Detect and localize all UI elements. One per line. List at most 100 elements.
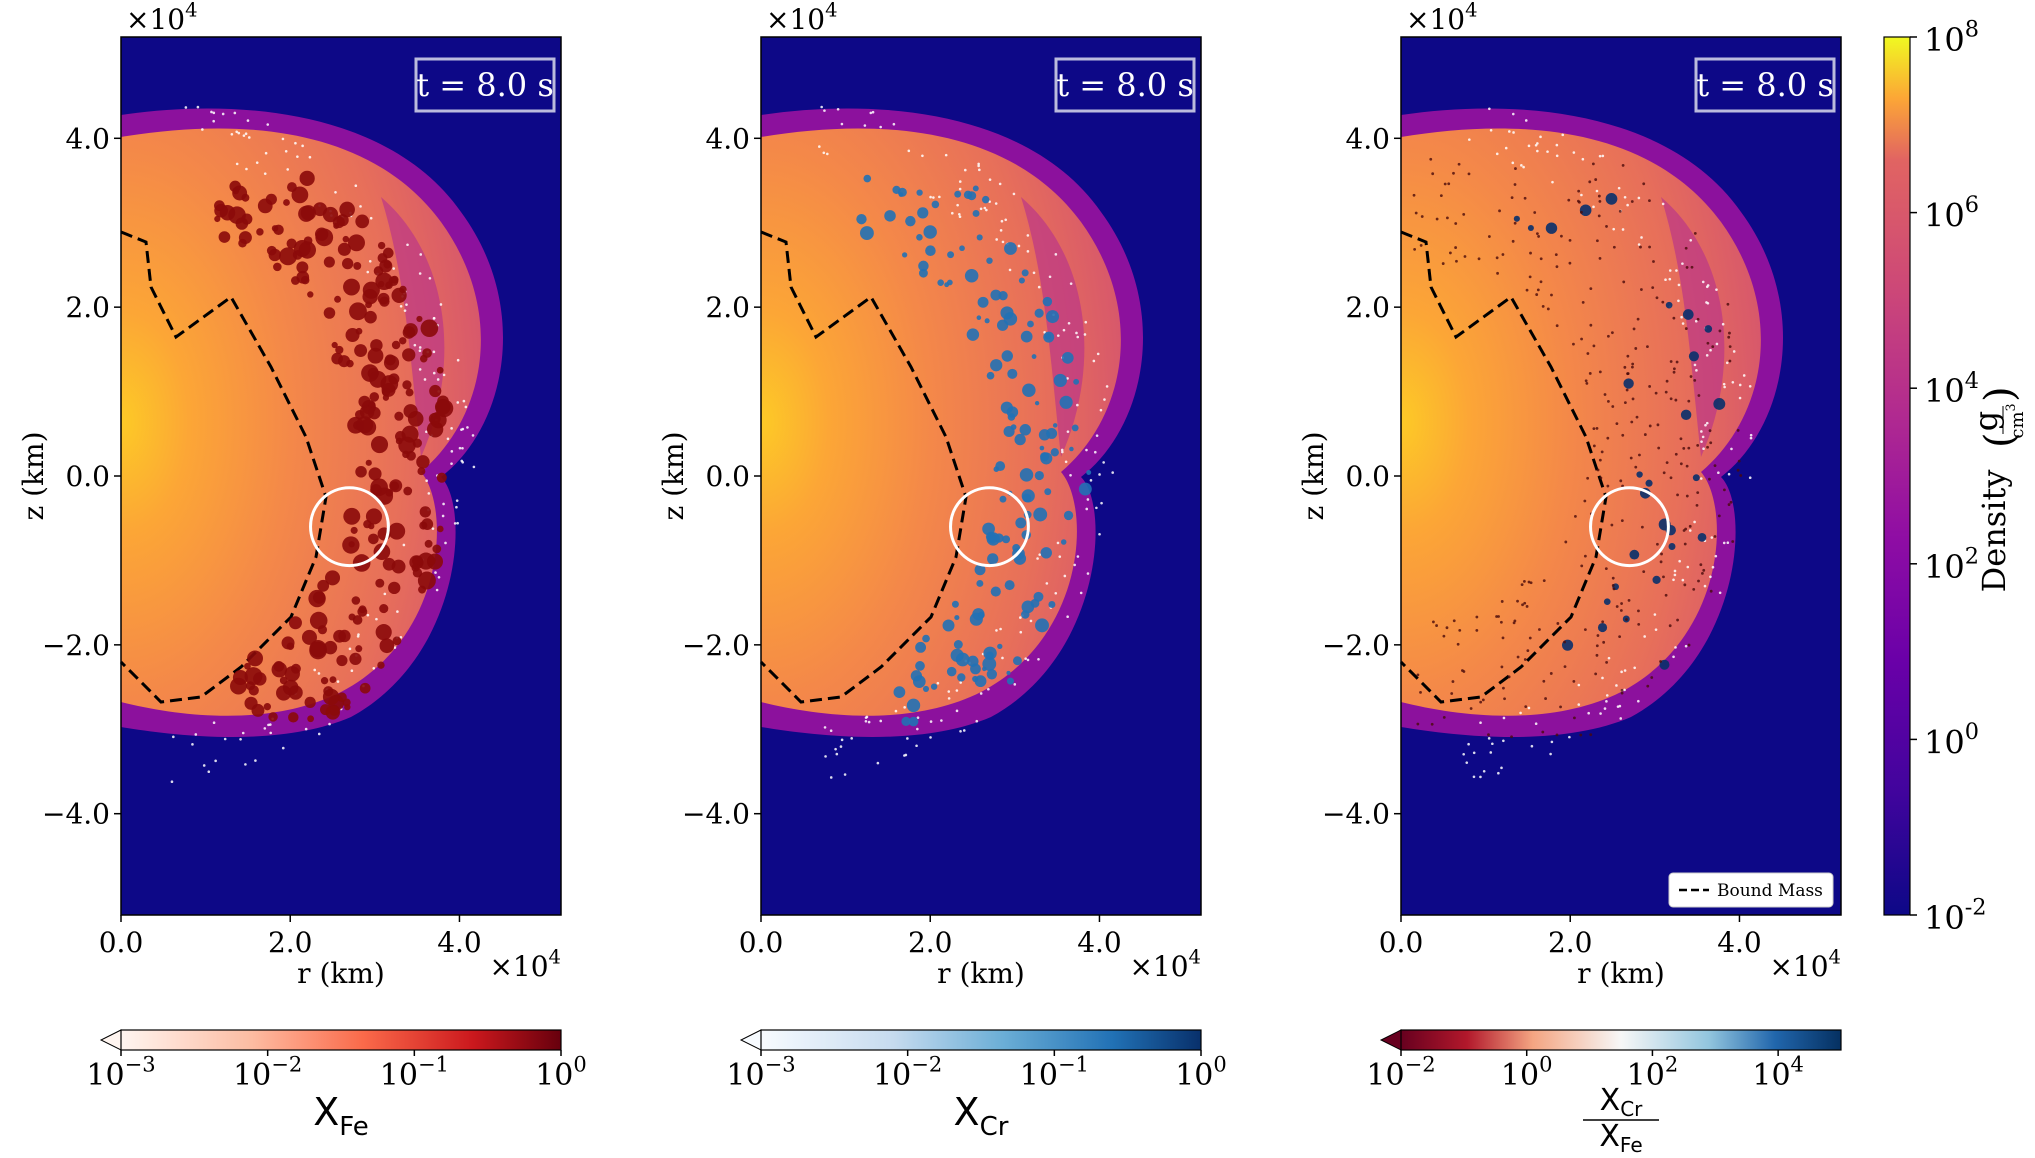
tracer-dot xyxy=(1064,460,1068,464)
ratio-dot xyxy=(1598,257,1602,260)
x-axis-multiplier-exp: 4 xyxy=(1189,945,1201,968)
tracer-dot xyxy=(988,178,992,181)
tracer-dot xyxy=(915,744,918,748)
ratio-dot xyxy=(1611,576,1615,580)
abundance-clump xyxy=(232,670,248,686)
colorbar-tick-label: 10−2 xyxy=(233,1053,302,1094)
abundance-clump xyxy=(323,256,335,268)
abundance-clump xyxy=(379,259,393,273)
tracer-dot xyxy=(1677,283,1681,287)
tracer-dot xyxy=(304,727,308,731)
abundance-clump xyxy=(347,416,364,434)
colorbar-bar xyxy=(120,1029,562,1051)
abundance-clump xyxy=(856,213,867,225)
ratio-dot xyxy=(1629,456,1633,460)
x-axis-multiplier-base: ×10 xyxy=(1769,950,1828,983)
abundance-clump xyxy=(993,466,1000,472)
abundance-clump xyxy=(317,625,328,635)
ratio-dot xyxy=(1572,342,1575,346)
abundance-clump xyxy=(950,648,964,662)
ratio-dot xyxy=(1630,420,1634,424)
tracer-dot xyxy=(418,368,422,371)
abundance-clump xyxy=(432,544,442,554)
tracer-dot xyxy=(446,437,450,441)
tracer-dot xyxy=(1603,707,1607,710)
abundance-clump xyxy=(984,318,990,324)
abundance-clump xyxy=(343,278,360,296)
density-label-group: Density (g cm3) xyxy=(1967,386,2028,592)
tracer-dot xyxy=(904,753,908,757)
abundance-clump xyxy=(977,296,989,308)
ratio-dot xyxy=(1513,221,1517,225)
tracer-dot xyxy=(1468,138,1471,141)
ratio-dot xyxy=(1623,401,1627,405)
ratio-dot xyxy=(1689,375,1693,378)
ratio-dot xyxy=(1430,722,1434,726)
colorbar-tick-label-base: 10 xyxy=(1752,1058,1790,1093)
ratio-dot xyxy=(1611,584,1615,587)
tracer-dot xyxy=(1555,143,1559,147)
abundance-clump xyxy=(1012,544,1021,552)
tracer-dot xyxy=(829,729,833,733)
tracer-dot xyxy=(1672,578,1675,582)
density-unit-num: g xyxy=(1967,411,2005,431)
y-axis-multiplier-base: ×10 xyxy=(126,3,185,36)
density-unit-paren-l: ( xyxy=(1977,432,2023,448)
ratio-dot xyxy=(1555,265,1559,269)
tracer-dot xyxy=(1699,477,1703,480)
abundance-clump xyxy=(320,677,329,685)
x-axis-multiplier: ×104 xyxy=(489,945,561,983)
ratio-dot xyxy=(1412,193,1416,197)
tracer-dot xyxy=(834,747,837,751)
tracer-dot xyxy=(1017,244,1021,248)
y-axis-multiplier-base: ×10 xyxy=(1406,3,1465,36)
tracer-dot xyxy=(1037,658,1040,661)
ratio-dot xyxy=(1462,212,1466,216)
ratio-dot xyxy=(1416,673,1420,677)
ratio-dot xyxy=(1445,216,1449,220)
tracer-dot xyxy=(427,492,431,495)
tracer-dot xyxy=(1502,739,1505,743)
ratio-dot xyxy=(1692,587,1696,591)
tracer-dot xyxy=(1643,635,1646,638)
tracer-dot xyxy=(405,303,408,306)
x-tick-label: 4.0 xyxy=(1717,926,1762,959)
ratio-dot xyxy=(1699,563,1703,567)
tracer-dot xyxy=(944,153,948,157)
tracer-dot xyxy=(1714,554,1718,558)
tracer-dot xyxy=(1673,569,1677,573)
abundance-clump xyxy=(1022,493,1032,503)
abundance-clump xyxy=(1069,446,1074,452)
y-axis-label: z (km) xyxy=(657,431,690,520)
ratio-dot xyxy=(1523,658,1527,661)
tracer-dot xyxy=(1489,751,1493,754)
abundance-clump xyxy=(331,341,338,349)
abundance-clump xyxy=(365,508,383,525)
abundance-clump xyxy=(987,553,999,565)
tracer-dot xyxy=(1084,320,1088,324)
abundance-clump xyxy=(983,646,997,660)
ratio-dot xyxy=(1458,628,1462,632)
abundance-clump xyxy=(333,629,346,643)
tracer-dot xyxy=(221,112,225,116)
ratio-dot xyxy=(1457,162,1461,166)
abundance-clump xyxy=(1605,193,1618,205)
tracer-dot xyxy=(879,719,883,723)
tracer-dot xyxy=(864,719,868,723)
ratio-dot xyxy=(1640,288,1643,291)
ratio-dot xyxy=(1536,288,1540,292)
abundance-clump xyxy=(1018,277,1025,284)
tracer-dot xyxy=(1664,278,1667,282)
ratio-dot xyxy=(1500,665,1504,669)
ratio-dot xyxy=(1514,167,1517,170)
colorbar-tick-label-base: 10 xyxy=(1020,1058,1058,1093)
tracer-dot xyxy=(936,681,940,685)
ratio-dot xyxy=(1592,344,1596,348)
ratio-dot xyxy=(1606,484,1610,488)
tracer-dot xyxy=(239,737,242,741)
abundance-clump xyxy=(976,579,984,587)
tracer-dot xyxy=(266,123,270,126)
tracer-dot xyxy=(269,723,272,726)
ratio-dot xyxy=(1709,441,1713,445)
